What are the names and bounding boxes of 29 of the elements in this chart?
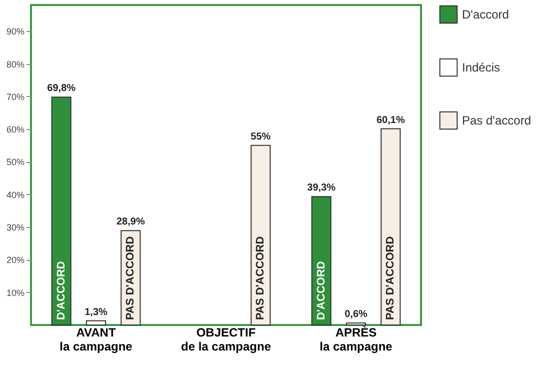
annotation: D'ACCORD: [55, 261, 68, 320]
data-label: 60,1%: [376, 114, 405, 126]
data-label: 69,8%: [47, 83, 76, 94]
legend-label: Indécis: [462, 60, 500, 74]
y-tick-label: 60%: [6, 124, 24, 135]
y-tick-label: 30%: [6, 222, 24, 233]
y-tick-label: 80%: [6, 59, 24, 70]
bar: [86, 320, 106, 326]
y-tick-label: 90%: [6, 26, 24, 37]
bar: [380, 128, 401, 326]
data-label: 1,3%: [84, 306, 108, 318]
y-tick-label: 70%: [6, 92, 24, 102]
data-label: 28,9%: [116, 216, 145, 228]
y-tick-label: 10%: [6, 288, 24, 298]
data-label: 39,3%: [307, 182, 336, 194]
x-tick-label: AVANT la campagne: [60, 326, 133, 354]
annotation: PAS D'ACCORD: [384, 236, 397, 320]
annotation: PAS D'ACCORD: [124, 236, 137, 320]
legend-label: D'accord: [462, 8, 509, 22]
legend-label: Pas d'accord: [462, 114, 531, 128]
annotation: PAS D'ACCORD: [254, 236, 267, 320]
x-tick-label: OBJECTIF de la campagne: [180, 326, 272, 354]
x-tick-label: APRÈS la campagne: [320, 326, 393, 354]
y-tick-label: 50%: [6, 157, 24, 168]
annotation: D'ACCORD: [315, 261, 328, 320]
data-label: 0,6%: [344, 309, 368, 320]
data-label: 55%: [250, 131, 271, 142]
y-tick-label: 40%: [6, 190, 24, 200]
y-tick-label: 20%: [6, 255, 24, 266]
